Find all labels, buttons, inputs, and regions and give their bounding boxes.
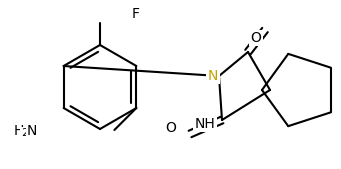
Text: 2: 2 — [21, 128, 28, 138]
Text: O: O — [251, 31, 262, 45]
Text: NH: NH — [195, 117, 216, 131]
Text: N: N — [27, 124, 38, 138]
Text: H: H — [14, 124, 24, 138]
Text: N: N — [208, 69, 218, 83]
Text: F: F — [132, 7, 140, 21]
Text: O: O — [166, 121, 176, 135]
